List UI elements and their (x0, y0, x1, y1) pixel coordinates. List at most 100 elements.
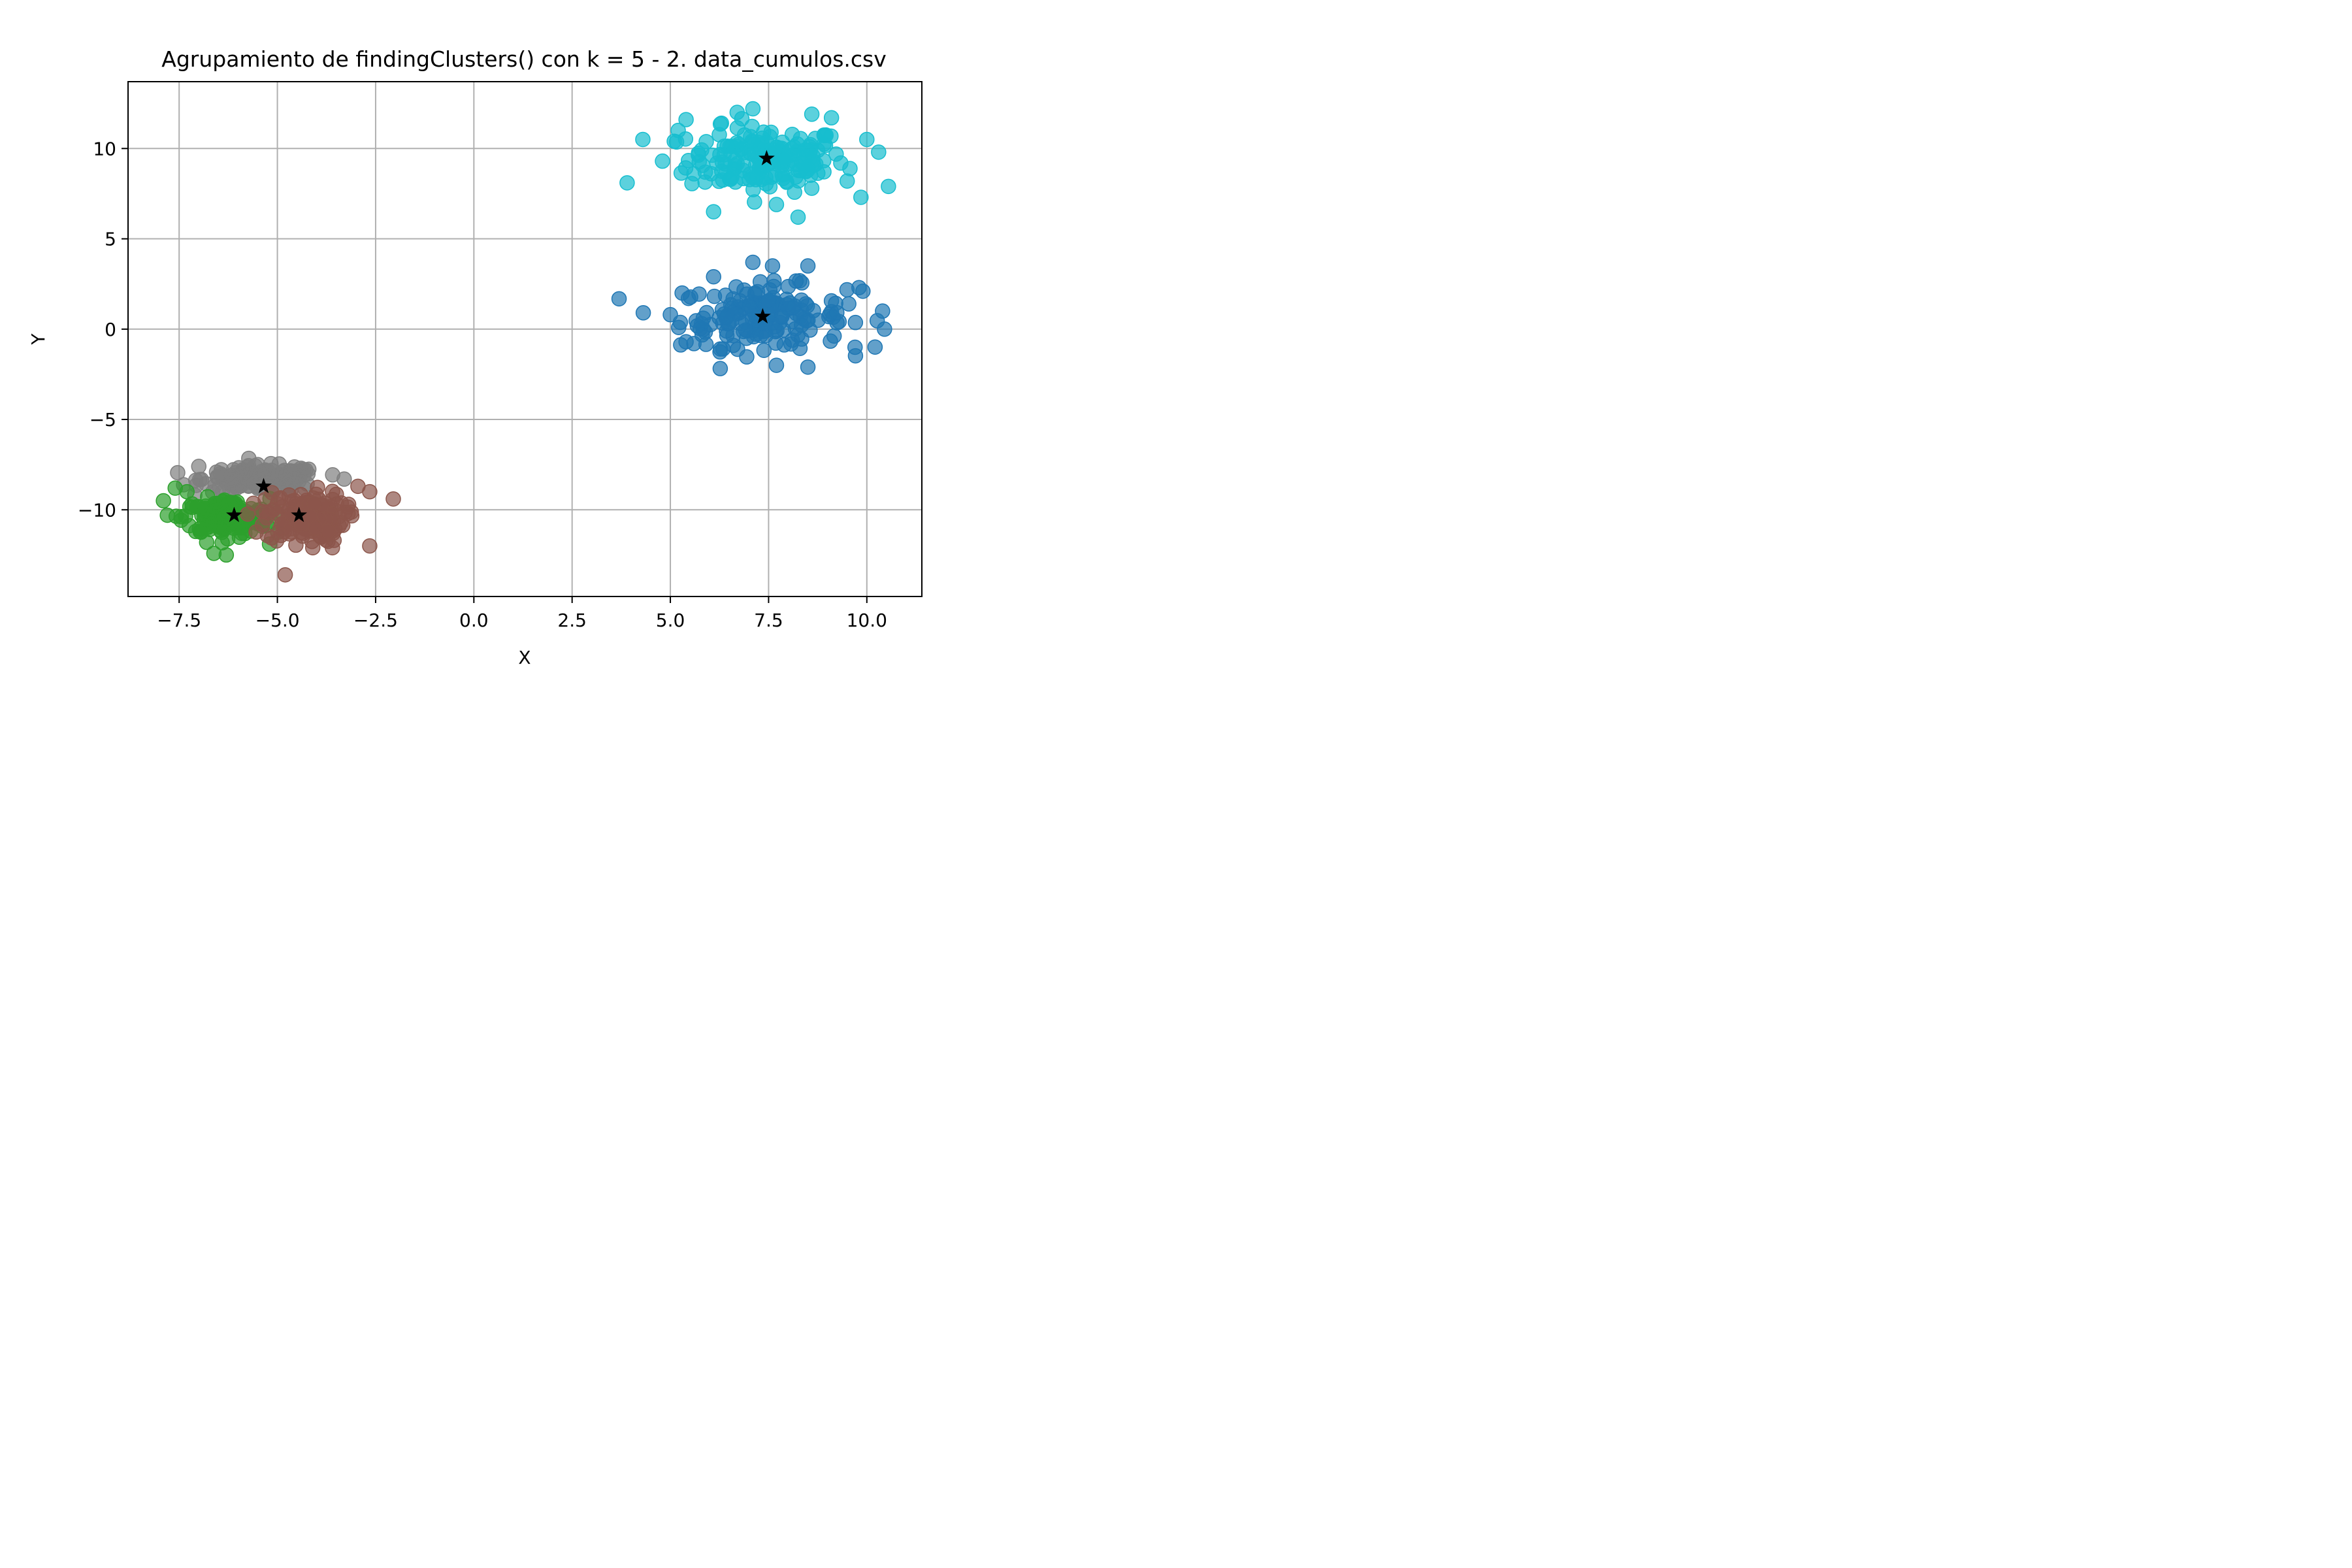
data-point (851, 280, 867, 295)
data-point (713, 115, 729, 131)
data-point (785, 300, 801, 316)
data-point (218, 547, 235, 563)
data-point (841, 296, 857, 312)
data-point (829, 304, 845, 321)
data-point (766, 278, 782, 295)
data-point (635, 131, 651, 148)
data-point (800, 359, 816, 375)
x-tick-label: −2.5 (353, 610, 398, 631)
data-point (816, 127, 832, 143)
centroid-star-icon (226, 506, 242, 523)
data-point (670, 122, 686, 139)
x-tick-label: 10.0 (847, 610, 887, 631)
data-point (689, 318, 706, 334)
data-point (780, 278, 796, 295)
data-point (288, 537, 304, 553)
data-point (325, 540, 340, 556)
data-point (336, 471, 352, 487)
data-point (847, 314, 864, 331)
data-point (776, 337, 792, 353)
cluster-2 (611, 254, 892, 376)
data-point (871, 144, 887, 160)
data-point (325, 483, 340, 499)
y-tick-label: −5 (90, 409, 116, 431)
data-point (875, 303, 890, 319)
data-point (362, 538, 378, 554)
data-point (250, 457, 266, 472)
data-point (768, 197, 785, 212)
data-point (257, 491, 273, 508)
y-tick-label: −10 (78, 499, 116, 521)
data-point (715, 172, 730, 188)
data-point (853, 189, 869, 205)
data-point (718, 310, 734, 326)
cluster-5 (240, 478, 401, 583)
chart-title: Agrupamiento de findingClusters() con k … (161, 46, 887, 72)
data-point (308, 520, 324, 536)
data-point (706, 204, 721, 220)
data-point (823, 110, 840, 126)
data-point (723, 145, 739, 161)
data-point (833, 155, 849, 171)
data-point (712, 361, 728, 376)
data-point (800, 258, 816, 274)
data-point (619, 175, 635, 191)
data-point (778, 173, 794, 189)
data-point (686, 336, 702, 351)
scatter-chart: Agrupamiento de findingClusters() con k … (27, 46, 923, 668)
cluster-1 (619, 101, 896, 225)
data-point (764, 258, 781, 274)
centroid-star-icon (291, 506, 308, 523)
x-tick-label: −7.5 (157, 610, 201, 631)
data-point (768, 357, 785, 373)
data-point (170, 465, 186, 481)
y-axis-label: Y (27, 333, 49, 346)
data-point (725, 337, 742, 353)
data-point (655, 153, 670, 169)
centroid-star-icon (255, 478, 272, 493)
y-tick-label: 5 (105, 229, 116, 250)
data-point (790, 209, 806, 225)
x-axis-label: X (518, 647, 531, 668)
data-point (881, 178, 896, 195)
x-tick-label: −5.0 (255, 610, 300, 631)
data-point (198, 502, 214, 519)
centroid-markers (226, 150, 775, 523)
data-point (214, 468, 231, 483)
data-point (199, 534, 215, 550)
data-point (178, 508, 193, 524)
y-tick-label: 10 (93, 138, 116, 159)
data-point (804, 106, 820, 122)
data-point (706, 288, 723, 304)
data-point (728, 279, 744, 295)
data-point (662, 306, 678, 323)
data-point (159, 507, 175, 523)
data-point (859, 131, 875, 148)
data-point (798, 296, 814, 312)
data-point (340, 506, 356, 521)
data-point (179, 483, 195, 500)
data-point (704, 147, 721, 163)
data-points (155, 101, 896, 583)
data-point (234, 464, 250, 480)
data-point (673, 165, 689, 181)
centroid-star-icon (755, 308, 771, 323)
data-point (745, 101, 761, 117)
data-point (674, 285, 690, 301)
data-point (678, 112, 694, 127)
data-point (191, 459, 207, 474)
data-point (691, 145, 706, 161)
data-point (804, 180, 820, 196)
x-tick-label: 0.0 (459, 610, 489, 631)
y-tick-label: 0 (105, 319, 116, 340)
data-point (293, 460, 309, 476)
data-point (776, 151, 792, 167)
data-point (385, 491, 401, 507)
data-point (794, 275, 810, 291)
data-point (706, 269, 721, 285)
data-point (799, 313, 815, 329)
plot-frame (127, 81, 923, 597)
data-point (611, 291, 627, 307)
data-point (823, 333, 838, 349)
data-point (350, 478, 366, 495)
